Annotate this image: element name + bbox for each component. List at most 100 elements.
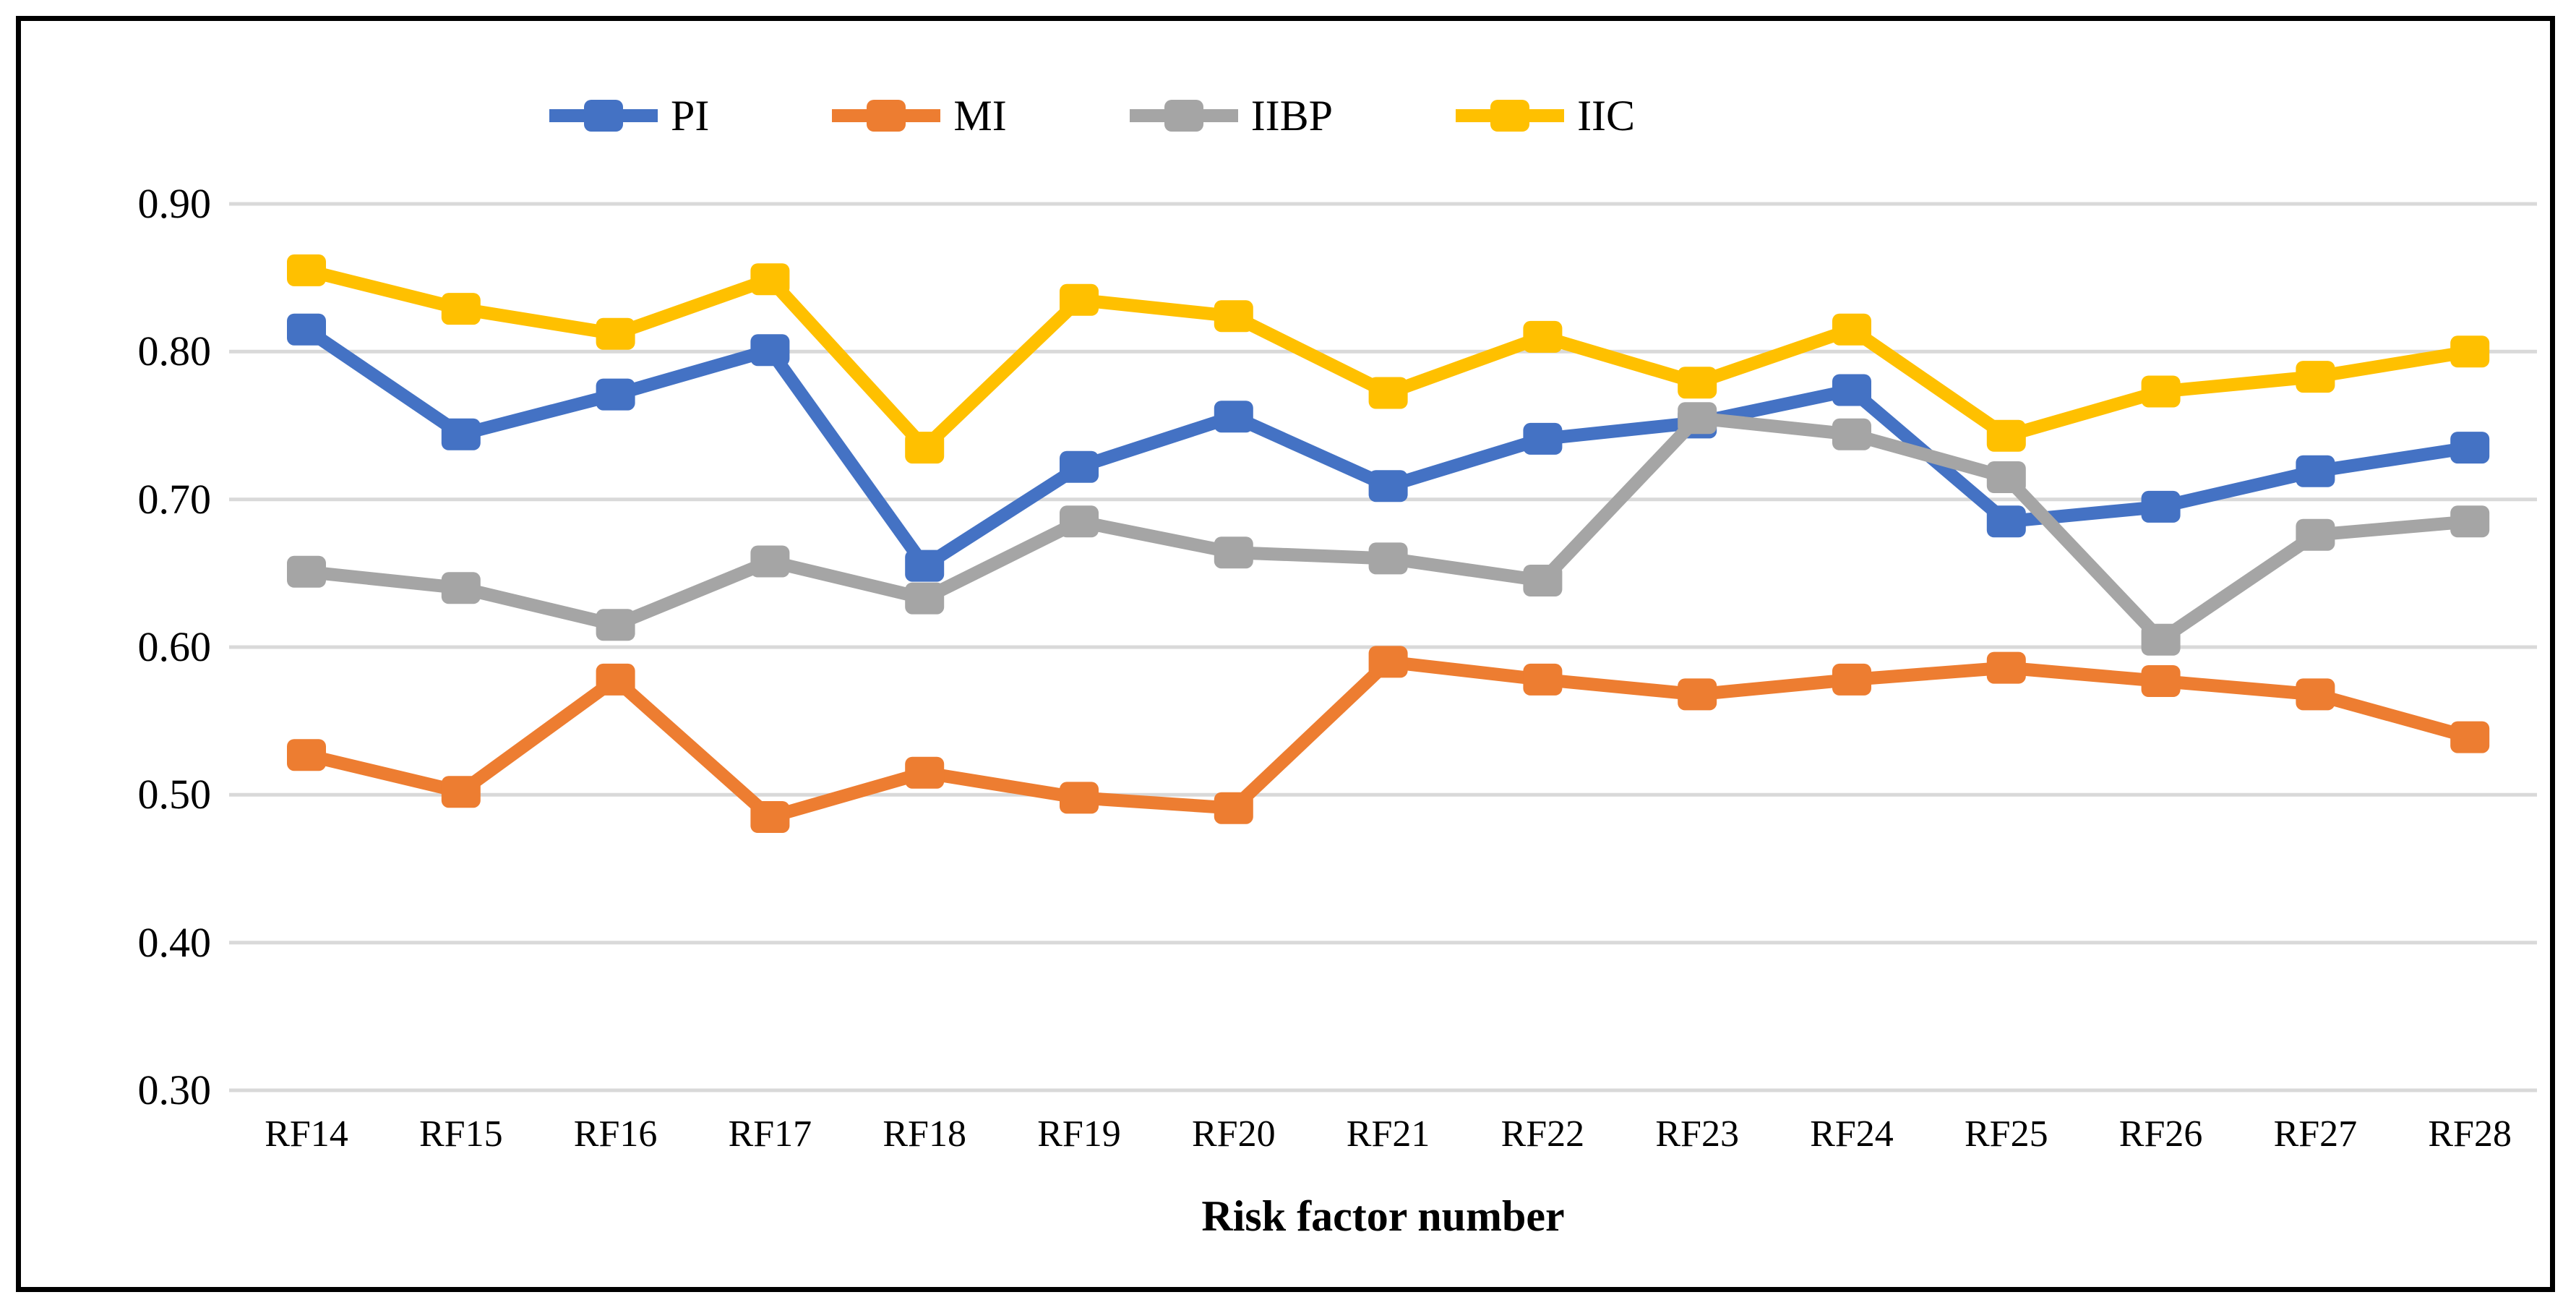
legend-label-MI: MI	[953, 92, 1007, 140]
series-markers-IIBP	[287, 402, 2490, 656]
legend-item-PI: PI	[549, 94, 709, 137]
marker-MI-RF26	[2141, 665, 2181, 697]
marker-PI-RF25	[1986, 505, 2026, 538]
marker-IIBP-RF24	[1832, 418, 1871, 450]
marker-IIBP-RF19	[1060, 505, 1099, 538]
x-tick-RF20: RF20	[1191, 1113, 1276, 1155]
marker-IIBP-RF18	[905, 582, 945, 615]
y-tick-0.80: 0.80	[137, 328, 212, 375]
y-tick-0.50: 0.50	[137, 771, 212, 818]
y-tick-0.30: 0.30	[137, 1066, 212, 1113]
y-tick-0.60: 0.60	[137, 623, 212, 670]
marker-PI-RF21	[1368, 470, 1408, 502]
marker-PI-RF27	[2296, 455, 2335, 487]
marker-MI-RF24	[1832, 663, 1871, 696]
marker-PI-RF19	[1060, 450, 1099, 483]
marker-MI-RF21	[1368, 646, 1408, 678]
series-markers-PI	[287, 313, 2490, 582]
legend-marker-MI	[832, 100, 941, 132]
series-line-IIBP	[300, 411, 2477, 646]
x-tick-RF17: RF17	[728, 1113, 812, 1155]
legend-item-IIBP: IIBP	[1129, 92, 1334, 140]
marker-IIC-RF19	[1060, 283, 1099, 316]
marker-MI-RF23	[1678, 678, 1717, 711]
marker-IIBP-RF14	[287, 555, 326, 588]
y-tick-0.40: 0.40	[137, 918, 212, 966]
marker-PI-RF15	[441, 418, 481, 450]
marker-IIC-RF17	[750, 263, 790, 296]
marker-IIC-RF25	[1986, 419, 2026, 452]
x-tick-RF21: RF21	[1346, 1113, 1430, 1155]
marker-MI-RF19	[1060, 782, 1099, 814]
x-tick-RF18: RF18	[883, 1113, 966, 1155]
marker-MI-RF16	[596, 663, 635, 696]
marker-IIC-RF15	[441, 293, 481, 325]
series-markers-MI	[287, 646, 2490, 833]
chart-legend: PI MI IIBP IIC	[549, 81, 1635, 150]
marker-IIC-RF24	[1832, 313, 1871, 346]
marker-IIC-RF26	[2141, 375, 2181, 408]
x-tick-RF14: RF14	[265, 1113, 348, 1155]
x-tick-RF23: RF23	[1655, 1113, 1739, 1155]
marker-IIBP-RF16	[596, 609, 635, 641]
series-line-IIC	[300, 263, 2477, 455]
marker-PI-RF16	[596, 378, 635, 411]
marker-MI-RF28	[2450, 721, 2490, 753]
marker-MI-RF27	[2296, 678, 2335, 711]
marker-MI-RF17	[750, 801, 790, 833]
marker-IIC-RF27	[2296, 361, 2335, 393]
legend-item-MI: MI	[832, 92, 1007, 140]
marker-MI-RF22	[1523, 663, 1563, 696]
legend-label-PI: PI	[671, 92, 710, 140]
marker-PI-RF17	[750, 334, 790, 367]
x-tick-RF25: RF25	[1964, 1113, 2048, 1155]
figure-border	[16, 16, 2555, 1292]
x-tick-RF28: RF28	[2428, 1113, 2512, 1155]
marker-PI-RF28	[2450, 432, 2490, 464]
marker-PI-RF14	[287, 313, 326, 346]
marker-IIBP-RF20	[1214, 536, 1253, 569]
marker-IIC-RF23	[1678, 367, 1717, 399]
legend-item-IIC: IIC	[1456, 94, 1635, 137]
marker-IIBP-RF25	[1986, 461, 2026, 493]
marker-MI-RF15	[441, 776, 481, 808]
legend-label-IIBP: IIBP	[1250, 92, 1334, 140]
marker-PI-RF24	[1832, 374, 1871, 406]
marker-IIBP-RF28	[2450, 505, 2490, 538]
x-axis-title: Risk factor number	[1201, 1192, 1565, 1240]
marker-IIC-RF21	[1368, 377, 1408, 409]
marker-IIBP-RF17	[750, 545, 790, 578]
marker-IIC-RF28	[2450, 335, 2490, 368]
marker-PI-RF18	[905, 549, 945, 582]
marker-IIBP-RF22	[1523, 565, 1563, 596]
marker-IIC-RF16	[596, 317, 635, 350]
x-tick-RF24: RF24	[1810, 1113, 1894, 1155]
x-tick-RF22: RF22	[1500, 1113, 1585, 1155]
marker-IIC-RF22	[1523, 320, 1563, 353]
marker-PI-RF26	[2141, 490, 2181, 523]
x-tick-RF16: RF16	[573, 1113, 658, 1155]
marker-IIBP-RF26	[2141, 623, 2181, 656]
marker-MI-RF20	[1214, 792, 1253, 824]
marker-IIC-RF18	[905, 432, 945, 464]
marker-MI-RF18	[905, 756, 945, 789]
marker-PI-RF20	[1214, 401, 1253, 433]
marker-IIBP-RF27	[2296, 518, 2335, 551]
legend-marker-IIC	[1456, 100, 1565, 132]
series-markers-IIC	[287, 254, 2490, 464]
marker-MI-RF14	[287, 739, 326, 771]
legend-marker-IIBP	[1129, 100, 1238, 132]
legend-label-IIC: IIC	[1577, 92, 1636, 140]
y-tick-0.90: 0.90	[137, 180, 212, 227]
marker-IIBP-RF21	[1368, 542, 1408, 575]
x-tick-RF19: RF19	[1037, 1113, 1121, 1155]
series-line-PI	[300, 322, 2477, 573]
marker-IIBP-RF23	[1678, 402, 1717, 435]
legend-marker-PI	[549, 100, 658, 132]
x-tick-RF27: RF27	[2273, 1113, 2358, 1155]
x-tick-RF15: RF15	[418, 1113, 503, 1155]
y-tick-0.70: 0.70	[137, 475, 212, 523]
marker-IIBP-RF15	[441, 572, 481, 604]
